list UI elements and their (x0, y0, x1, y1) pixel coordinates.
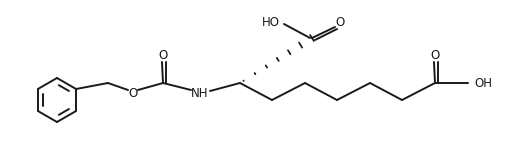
Text: O: O (129, 87, 138, 99)
Text: O: O (430, 49, 439, 61)
Text: NH: NH (191, 87, 209, 99)
Text: HO: HO (262, 16, 280, 28)
Text: OH: OH (474, 77, 492, 89)
Text: O: O (158, 49, 168, 61)
Text: O: O (335, 16, 344, 28)
